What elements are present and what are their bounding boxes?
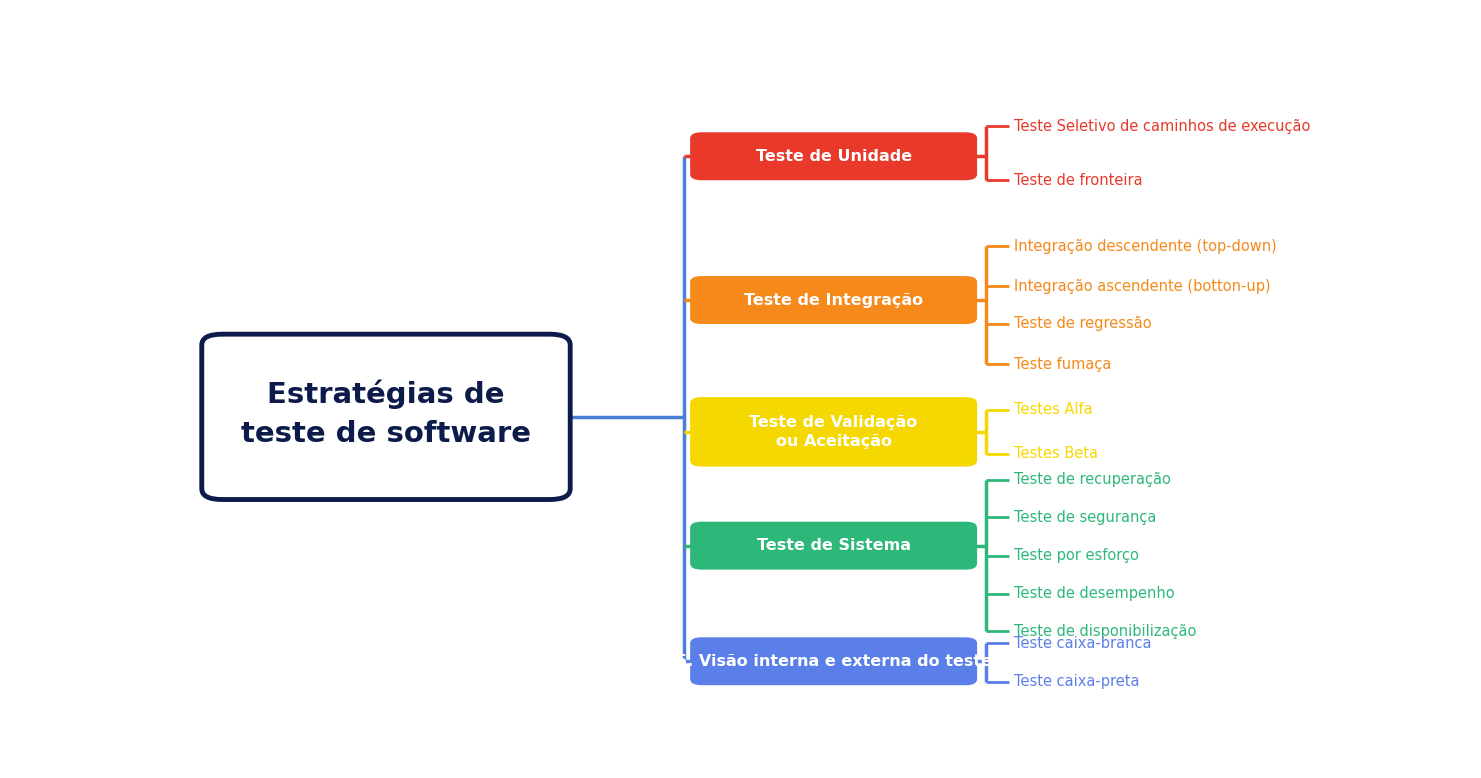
FancyBboxPatch shape: [690, 637, 977, 685]
FancyBboxPatch shape: [690, 276, 977, 324]
Text: Teste Seletivo de caminhos de execução: Teste Seletivo de caminhos de execução: [1014, 119, 1311, 134]
FancyBboxPatch shape: [201, 335, 570, 499]
Text: Testes Alfa: Testes Alfa: [1014, 402, 1093, 417]
Text: Teste caixa-preta: Teste caixa-preta: [1014, 674, 1139, 689]
Text: Teste por esforço: Teste por esforço: [1014, 548, 1139, 563]
Text: Integração descendente (top-down): Integração descendente (top-down): [1014, 239, 1277, 254]
Text: Teste caixa-branca: Teste caixa-branca: [1014, 636, 1151, 651]
FancyBboxPatch shape: [690, 397, 977, 467]
Text: Teste de desempenho: Teste de desempenho: [1014, 586, 1174, 601]
Text: Teste de Integração: Teste de Integração: [743, 293, 923, 307]
Text: Teste de regressão: Teste de regressão: [1014, 317, 1151, 331]
Text: 5. Visão interna e externa do teste: 5. Visão interna e externa do teste: [675, 654, 992, 669]
Text: Teste de Validação
ou Aceitação: Teste de Validação ou Aceitação: [749, 415, 918, 449]
Text: Teste de disponibilização: Teste de disponibilização: [1014, 624, 1197, 639]
FancyBboxPatch shape: [690, 132, 977, 180]
Text: Teste de recuperação: Teste de recuperação: [1014, 472, 1170, 487]
FancyBboxPatch shape: [690, 522, 977, 569]
Text: Integração ascendente (botton-up): Integração ascendente (botton-up): [1014, 279, 1271, 294]
Text: Testes Beta: Testes Beta: [1014, 447, 1097, 461]
Text: Teste de segurança: Teste de segurança: [1014, 510, 1157, 525]
Text: Estratégias de
teste de software: Estratégias de teste de software: [241, 380, 532, 448]
Text: Teste de Unidade: Teste de Unidade: [755, 149, 912, 163]
Text: Teste fumaça: Teste fumaça: [1014, 356, 1111, 372]
Text: Teste de fronteira: Teste de fronteira: [1014, 173, 1142, 187]
Text: Teste de Sistema: Teste de Sistema: [757, 538, 911, 553]
